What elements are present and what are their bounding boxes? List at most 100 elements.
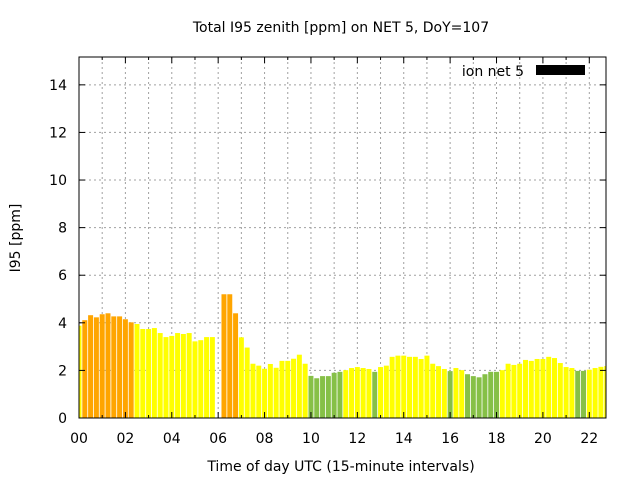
bar (262, 368, 268, 418)
bar (546, 356, 552, 418)
bar (499, 370, 505, 418)
y-tick-label: 12 (49, 125, 67, 141)
bar (320, 376, 326, 418)
bar (169, 335, 175, 418)
bar (563, 367, 569, 418)
bar (389, 356, 395, 418)
bar (227, 294, 233, 418)
bar (302, 363, 308, 418)
x-tick-label: 16 (441, 431, 459, 447)
bar (488, 371, 494, 418)
bar (204, 337, 210, 418)
bar (157, 333, 163, 418)
x-tick-label: 00 (70, 431, 88, 447)
bar (175, 333, 181, 418)
bar (163, 337, 169, 418)
bar (465, 374, 471, 418)
bar (146, 328, 152, 418)
bar (267, 363, 273, 418)
bar (99, 314, 105, 418)
bar (296, 354, 302, 418)
bar (233, 313, 239, 418)
bar (111, 316, 117, 418)
x-tick-label: 06 (209, 431, 227, 447)
x-tick-label: 14 (395, 431, 413, 447)
bar (401, 355, 407, 418)
bar (424, 355, 430, 418)
bar (180, 333, 186, 418)
bar (360, 368, 366, 418)
bar (325, 376, 331, 418)
bar (557, 363, 563, 418)
x-tick-label: 18 (488, 431, 506, 447)
bar (343, 370, 349, 418)
legend: ion net 5 (462, 64, 585, 80)
bar (337, 371, 343, 418)
bar (505, 363, 511, 418)
bar (552, 358, 557, 418)
bar (314, 378, 320, 418)
bar (238, 337, 244, 418)
y-tick-label: 0 (58, 411, 67, 427)
bar (534, 358, 540, 418)
bar (575, 370, 581, 418)
bar (383, 365, 389, 418)
bar (93, 317, 99, 418)
bar (128, 322, 134, 418)
plot-frame (78, 56, 607, 419)
bar (581, 370, 586, 418)
bar (88, 315, 94, 418)
bar (459, 370, 465, 418)
bar (151, 328, 157, 418)
bar (528, 360, 534, 418)
x-tick-label: 10 (302, 431, 320, 447)
bar (395, 355, 401, 418)
bar (209, 337, 215, 418)
bar (349, 368, 355, 418)
bar (430, 363, 436, 418)
y-tick-label: 4 (58, 316, 67, 332)
bar (569, 368, 575, 418)
bar (494, 371, 500, 418)
bar (604, 366, 606, 418)
bar (250, 363, 256, 418)
bar (592, 368, 598, 418)
bar (470, 376, 476, 418)
y-tick-label: 2 (58, 363, 67, 379)
bar (331, 372, 337, 418)
bar (372, 371, 378, 418)
x-tick-labels: 00 02 04 06 08 10 12 14 16 18 20 22 (70, 431, 598, 447)
bar (244, 347, 250, 418)
y-tick-labels: 0 2 4 6 8 10 12 14 (49, 78, 67, 427)
y-tick-label: 8 (58, 221, 67, 237)
bar (117, 316, 123, 418)
x-axis-label: Time of day UTC (15-minute intervals) (206, 459, 474, 475)
bar (366, 368, 372, 418)
bar (511, 364, 517, 418)
x-tick-label: 04 (163, 431, 181, 447)
bar (441, 368, 447, 418)
y-tick-label: 6 (58, 268, 67, 284)
x-tick-label: 08 (256, 431, 274, 447)
bar (186, 333, 192, 418)
y-axis-label: I95 [ppm] (8, 204, 24, 273)
bar (256, 365, 262, 418)
bar (436, 366, 442, 418)
x-tick-label: 20 (534, 431, 552, 447)
legend-swatch (536, 65, 585, 75)
bar (586, 369, 592, 418)
bar (354, 367, 360, 418)
bar (82, 320, 88, 418)
bar (308, 375, 314, 418)
bar (517, 363, 523, 418)
bar (476, 377, 482, 418)
bar (221, 294, 227, 418)
bar (105, 313, 111, 418)
bar (412, 356, 418, 418)
bars (79, 294, 606, 418)
bar (279, 360, 285, 418)
bar (418, 358, 424, 418)
bar (285, 360, 291, 418)
x-tick-label: 12 (348, 431, 366, 447)
